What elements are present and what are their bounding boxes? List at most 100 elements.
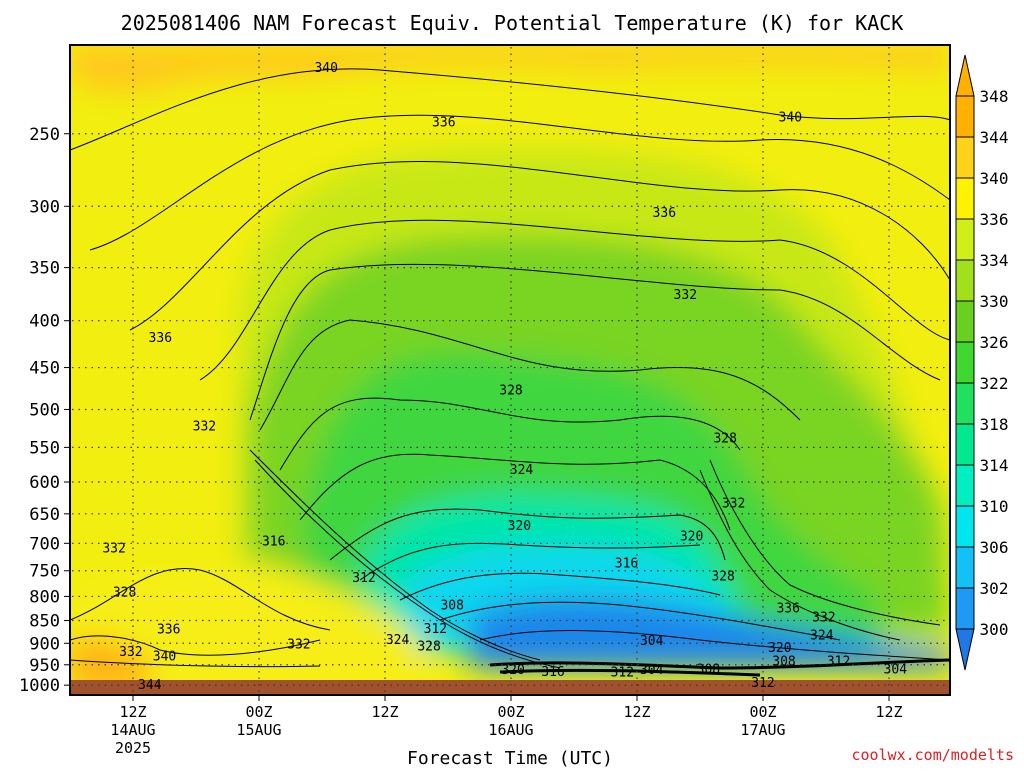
- y-tick-label: 750: [29, 562, 60, 582]
- colorbar-label: 340: [980, 169, 1009, 188]
- contour-label: 336: [157, 622, 180, 637]
- contour-label: 328: [713, 432, 736, 447]
- contour-label: 324: [510, 463, 534, 478]
- contour-label: 304: [884, 662, 908, 677]
- colorbar-swatch: [955, 505, 975, 548]
- colorbar-label: 302: [980, 579, 1009, 598]
- contour-label: 332: [287, 638, 310, 653]
- colorbar-label: 336: [980, 210, 1009, 229]
- x-tick-date: 16AUG: [488, 721, 533, 739]
- ground-strip: [70, 680, 950, 695]
- colorbar-label: 344: [980, 128, 1009, 147]
- x-tick-label: 00Z: [749, 703, 776, 721]
- chart-title: 2025081406 NAM Forecast Equiv. Potential…: [121, 11, 904, 35]
- colorbar-swatch: [955, 259, 975, 302]
- contour-label: 320: [508, 519, 531, 534]
- colorbar-label: 322: [980, 374, 1009, 393]
- y-tick-label: 300: [29, 197, 60, 217]
- contour-label: 312: [751, 676, 774, 691]
- contour-label: 340: [314, 61, 337, 76]
- contour-label: 304: [640, 663, 664, 678]
- x-tick-date: 14AUG: [110, 721, 155, 739]
- colorbar-triangle-high: [955, 54, 975, 97]
- contour-label: 316: [262, 535, 285, 550]
- colorbar-label: 330: [980, 292, 1009, 311]
- contour-label: 340: [153, 649, 176, 664]
- field-blue: [470, 597, 950, 668]
- contour-label: 308: [772, 654, 795, 669]
- colorbar-label: 314: [980, 456, 1009, 475]
- colorbar-label: 326: [980, 333, 1009, 352]
- contour-label: 316: [615, 556, 638, 571]
- contour-label: 336: [432, 115, 455, 130]
- y-tick-label: 350: [29, 259, 60, 279]
- contour-label: 328: [417, 639, 440, 654]
- x-tick-date: 15AUG: [236, 721, 281, 739]
- contour-label: 320: [768, 641, 791, 656]
- colorbar-label: 310: [980, 497, 1009, 516]
- x-tick-year: 2025: [115, 739, 151, 757]
- contour-lines: [70, 68, 950, 677]
- contour-label: 328: [113, 585, 136, 600]
- contour-label: 332: [193, 420, 216, 435]
- colorbar-label: 300: [980, 620, 1009, 639]
- contour-label: 320: [501, 663, 524, 678]
- x-tick-label: 00Z: [245, 703, 272, 721]
- y-tick-label: 500: [29, 400, 60, 420]
- plot-frame: [69, 44, 951, 696]
- x-tick-label: 12Z: [371, 703, 398, 721]
- contour-label: 312: [352, 571, 375, 586]
- y-tick-label: 1000: [19, 676, 60, 696]
- colorbar: 300 302 306 310 314 318 322 326 330 334 336 340 344 3…: [955, 54, 1009, 671]
- colorbar-swatch: [955, 423, 975, 466]
- contour-label: 344: [138, 678, 162, 693]
- x-tick-label: 12Z: [623, 703, 650, 721]
- contour-label: 340: [779, 111, 802, 126]
- y-tick-label: 450: [29, 359, 60, 379]
- x-tick-label: 00Z: [497, 703, 524, 721]
- contour-label: 324: [386, 633, 410, 648]
- contour-label: 312: [827, 654, 850, 669]
- y-tick-label: 850: [29, 612, 60, 632]
- contour-label: 324: [810, 629, 834, 644]
- colorbar-triangle-low: [955, 628, 975, 671]
- colorbar-label: 306: [980, 538, 1009, 557]
- contour-label: 312: [424, 622, 447, 637]
- contour-label: 328: [711, 570, 734, 585]
- colorbar-label: 334: [980, 251, 1009, 270]
- contour-label: 312: [611, 666, 634, 681]
- y-tick-label: 700: [29, 534, 60, 554]
- y-tick-label: 650: [29, 505, 60, 525]
- colorbar-swatch: [955, 136, 975, 179]
- colorbar-swatch: [955, 587, 975, 630]
- colorbar-swatch: [955, 300, 975, 343]
- contour-label: 308: [440, 598, 463, 613]
- x-tick-date: 17AUG: [740, 721, 785, 739]
- colorbar-swatch: [955, 546, 975, 589]
- y-tick-label: 250: [29, 125, 60, 145]
- contour-label: 332: [119, 645, 142, 660]
- field-orange-bottom: [70, 637, 150, 690]
- colorbar-swatch: [955, 464, 975, 507]
- contour-label: 316: [541, 665, 564, 680]
- y-tick-label: 800: [29, 587, 60, 607]
- x-axis-label: Forecast Time (UTC): [407, 748, 613, 768]
- contour-label: 328: [499, 384, 522, 399]
- contour-label: 320: [680, 529, 703, 544]
- contour-label: 336: [653, 206, 676, 221]
- contour-label: 336: [149, 331, 172, 346]
- field-orange-top: [70, 45, 950, 92]
- colorbar-swatch: [955, 177, 975, 220]
- y-axis: 2503003504004505005506006507007508008509…: [19, 125, 70, 696]
- colorbar-swatch: [955, 382, 975, 425]
- plot-area: [70, 45, 950, 695]
- x-tick-label: 12Z: [119, 703, 146, 721]
- colorbar-swatch: [955, 95, 975, 138]
- contour-label: 336: [776, 602, 799, 617]
- contour-label: 332: [102, 541, 125, 556]
- colorbar-swatch: [955, 341, 975, 384]
